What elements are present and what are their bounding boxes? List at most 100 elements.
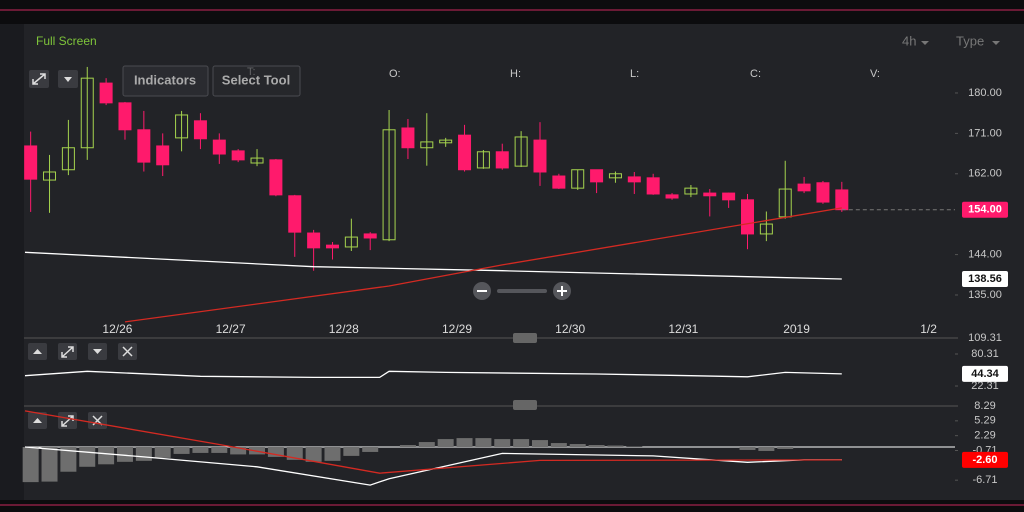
select-tool-button[interactable] [212, 65, 301, 97]
histogram-bar [437, 439, 454, 447]
legend-key: O: [389, 68, 401, 80]
candle-body [118, 102, 132, 131]
histogram-bar [456, 438, 473, 447]
y-tick-label: 5.29 [974, 415, 995, 427]
candle-body [193, 120, 207, 140]
candle-body [288, 195, 302, 233]
main-toolbar: Indicators T: Select Tool O: H: L: C: V: [29, 65, 880, 97]
y-tick-label: 180.00 [968, 87, 1002, 99]
candle-body [363, 233, 377, 239]
icon [33, 418, 42, 423]
icon [93, 349, 102, 354]
x-tick-label: 2019 [783, 322, 810, 336]
histogram-bar [494, 439, 511, 447]
price-label-box [962, 365, 1008, 382]
candle-body [533, 139, 547, 173]
resize-handle[interactable] [513, 333, 537, 343]
caret [992, 41, 1000, 45]
candle-body [269, 159, 283, 196]
candle-body [514, 136, 528, 167]
histogram-bar [475, 438, 492, 447]
histogram-bar [192, 446, 209, 453]
candle-body [99, 82, 113, 104]
price-label: 44.34 [971, 368, 999, 380]
indicator-line [24, 410, 842, 474]
y-tick-label: 135.00 [968, 289, 1002, 301]
y-tick-label: 109.31 [968, 332, 1002, 344]
candle-body [156, 145, 170, 166]
icon [122, 346, 133, 357]
candle-body [759, 223, 773, 235]
legend-key: V: [870, 68, 880, 80]
candle-body [740, 199, 754, 235]
y-tick-label: 22.31 [971, 380, 999, 392]
indicator-line [24, 251, 842, 280]
candle-body [495, 151, 509, 169]
histogram-bar [343, 446, 360, 456]
histogram-bar [758, 446, 775, 451]
indicator-line [24, 370, 842, 379]
histogram-bar [173, 446, 190, 454]
candle-body [722, 192, 736, 201]
candle-body [307, 232, 321, 249]
interval[interactable]: 4h [902, 33, 916, 48]
top-bar [0, 0, 1024, 24]
icon [33, 349, 42, 354]
price-label-box [962, 451, 1008, 468]
x-tick-label: 12/29 [442, 322, 472, 336]
x-tick-label: 12/31 [668, 322, 698, 336]
bottom-bar [0, 500, 1024, 512]
candle-body [439, 139, 453, 144]
histogram-bar [116, 446, 133, 462]
histogram-bar [777, 446, 794, 449]
zoom-slider[interactable] [497, 289, 547, 293]
candle-body [571, 169, 585, 189]
candle-body [797, 183, 811, 192]
type-select[interactable]: Type [956, 33, 984, 48]
candle-body [175, 114, 189, 139]
y-tick-label: 80.31 [971, 348, 999, 360]
candle-body [250, 157, 264, 164]
histogram-bar [362, 446, 379, 452]
histogram-bar [550, 443, 567, 447]
candle-body [590, 169, 604, 183]
histogram-bar [60, 446, 77, 472]
candle-body [325, 244, 339, 249]
resize-handle[interactable] [513, 400, 537, 410]
candle-body [552, 175, 566, 189]
candle-body [212, 139, 226, 155]
indicators-button[interactable] [122, 65, 209, 97]
candle-body [816, 182, 830, 203]
histogram-bar [98, 446, 115, 465]
candle-body [382, 129, 396, 241]
x-tick-label: 12/27 [216, 322, 246, 336]
histogram-bar [513, 439, 530, 447]
candle-body [80, 77, 94, 149]
legend-key: H: [510, 68, 521, 80]
candle-body [665, 194, 679, 199]
y-tick-label: 171.00 [968, 127, 1002, 139]
histogram-bar [739, 446, 756, 450]
histogram-bar [22, 446, 39, 483]
icon [64, 77, 72, 82]
histogram-bar [211, 446, 228, 453]
candle-body [344, 236, 358, 248]
histogram-bar [588, 445, 605, 447]
candle-body [627, 176, 641, 183]
price-label: 154.00 [968, 204, 1002, 216]
y-tick-label: -6.71 [972, 474, 997, 486]
x-tick-label: 12/30 [555, 322, 585, 336]
candle-body [608, 173, 622, 179]
candle-body [458, 134, 472, 171]
price-label-box [962, 271, 1008, 288]
histogram-bar [41, 446, 58, 482]
histogram-bar [135, 446, 152, 461]
candle-body [684, 187, 698, 195]
icon [32, 73, 46, 85]
y-tick-label: 144.00 [968, 248, 1002, 260]
full-screen[interactable]: Full Screen [36, 34, 97, 48]
indicator-line [24, 446, 842, 486]
candle-body [401, 127, 415, 149]
